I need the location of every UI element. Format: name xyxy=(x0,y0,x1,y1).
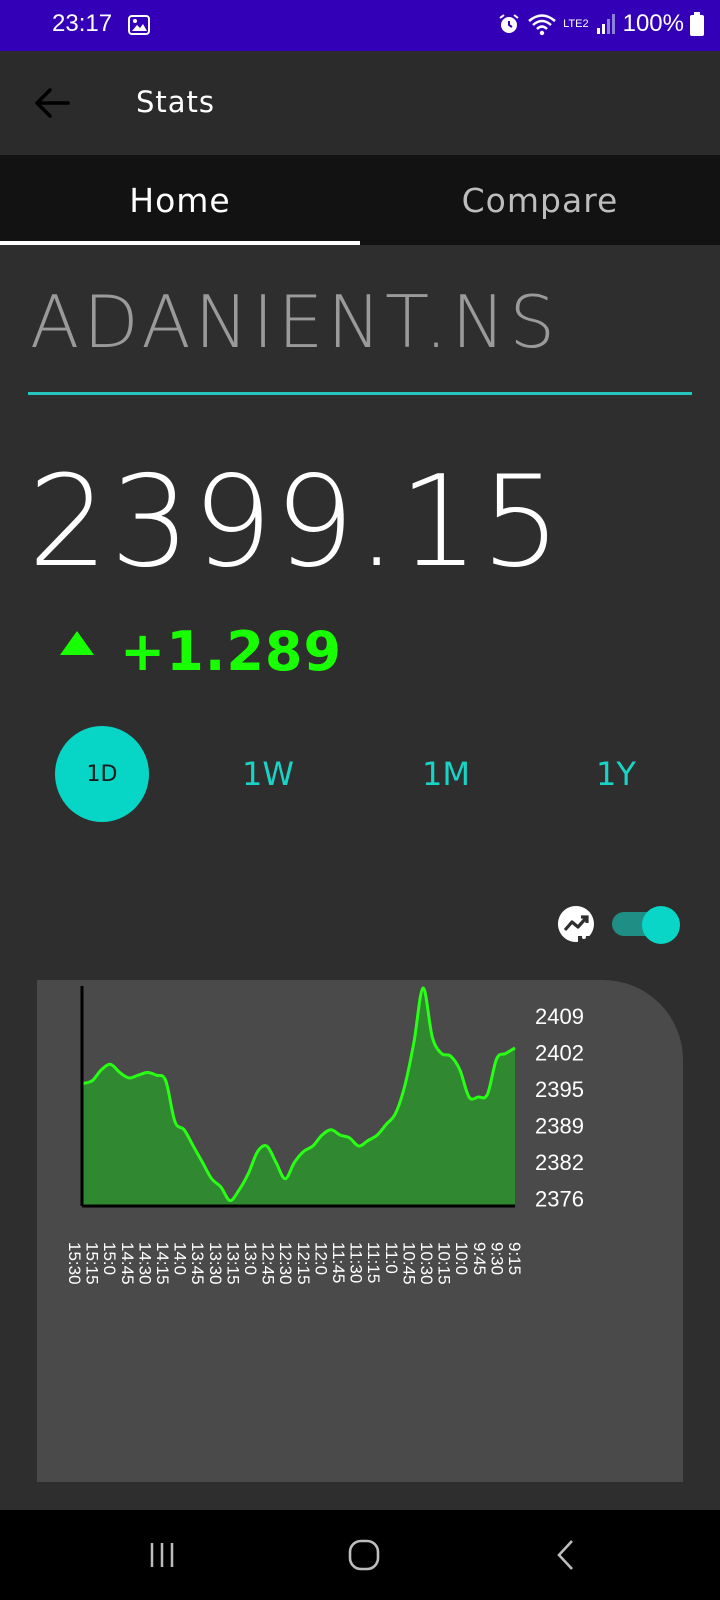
tab-compare[interactable]: Compare xyxy=(461,180,619,220)
triangle-up-icon xyxy=(60,630,94,655)
chart-mode-toggle[interactable] xyxy=(612,906,682,944)
y-tick-label: 2382 xyxy=(535,1150,584,1175)
range-1m-button[interactable]: 1M xyxy=(422,755,470,793)
status-icons: LTE2 100% xyxy=(497,10,704,38)
price-area-fill xyxy=(83,987,515,1206)
tab-bar: Home Compare xyxy=(0,155,720,245)
x-tick-label: 14:45 xyxy=(118,1242,137,1285)
status-bar: 23:17 LTE2 100% xyxy=(0,0,720,51)
toggle-knob xyxy=(642,906,680,944)
range-1y-button[interactable]: 1Y xyxy=(596,755,636,793)
y-tick-label: 2402 xyxy=(535,1041,584,1066)
wifi-icon xyxy=(528,14,556,36)
y-tick-label: 2376 xyxy=(535,1187,584,1212)
x-tick-label: 11:15 xyxy=(364,1242,383,1283)
back-arrow-icon[interactable] xyxy=(34,87,70,119)
app-bar: Stats xyxy=(0,51,720,155)
x-tick-label: 9:45 xyxy=(470,1242,489,1275)
price-series-line xyxy=(82,986,516,1203)
status-time: 23:17 xyxy=(52,10,113,37)
back-nav-button[interactable] xyxy=(506,1510,626,1600)
price-change: +1.289 xyxy=(58,620,342,683)
recent-apps-button[interactable] xyxy=(102,1510,222,1600)
y-tick-label: 2409 xyxy=(535,1004,584,1029)
range-1d-button[interactable]: 1D xyxy=(55,726,149,822)
system-nav-bar xyxy=(0,1510,720,1600)
x-tick-label: 9:15 xyxy=(505,1242,524,1275)
x-tick-label: 13:45 xyxy=(188,1242,207,1285)
x-tick-label: 10:30 xyxy=(417,1242,436,1285)
network-type: LTE2 xyxy=(563,17,589,30)
x-tick-label: 11:30 xyxy=(347,1242,366,1283)
tab-home[interactable]: Home xyxy=(0,155,360,245)
range-1w-button[interactable]: 1W xyxy=(242,755,294,793)
x-tick-label: 9:30 xyxy=(487,1242,506,1275)
x-tick-label: 12:45 xyxy=(259,1242,278,1285)
x-tick-label: 14:15 xyxy=(153,1242,172,1285)
home-button[interactable] xyxy=(304,1510,424,1600)
x-tick-label: 11:0 xyxy=(382,1242,401,1274)
y-tick-label: 2395 xyxy=(535,1077,584,1102)
x-tick-label: 10:45 xyxy=(399,1242,418,1285)
x-tick-label: 10:0 xyxy=(452,1242,471,1275)
x-tick-label: 15:0 xyxy=(100,1242,119,1275)
range-selector: 1D 1W 1M 1Y xyxy=(0,726,720,822)
price-change-value: +1.289 xyxy=(120,620,343,683)
alarm-icon xyxy=(499,14,519,33)
x-tick-label: 12:15 xyxy=(294,1242,313,1285)
x-tick-label: 12:0 xyxy=(311,1242,330,1275)
stock-ticker: ADANIENT.NS xyxy=(30,280,560,364)
price-chart-svg: 24092402239523892382237615:3015:1515:014… xyxy=(65,986,584,1285)
x-tick-label: 14:30 xyxy=(135,1242,154,1285)
x-tick-label: 15:30 xyxy=(65,1242,84,1285)
trending-up-icon xyxy=(557,906,596,944)
stock-price: 2399.15 xyxy=(28,448,564,595)
x-tick-label: 14:0 xyxy=(171,1242,190,1275)
home-circle-icon xyxy=(348,1539,380,1571)
x-tick-label: 13:30 xyxy=(206,1242,225,1285)
recent-apps-icon xyxy=(150,1543,174,1567)
gallery-notification-icon xyxy=(128,15,150,35)
price-chart: 2409 2402 2395 2389 2382 2376 15:30 15:15 15:0 14… xyxy=(37,980,683,1482)
page-title: Stats xyxy=(136,85,216,119)
y-tick-label: 2389 xyxy=(535,1114,584,1139)
x-tick-label: 13:15 xyxy=(223,1242,242,1285)
signal-icon xyxy=(596,14,615,34)
x-tick-label: 12:30 xyxy=(276,1242,295,1285)
ticker-underline xyxy=(28,392,692,395)
x-tick-label: 13:0 xyxy=(241,1242,260,1275)
x-tick-label: 10:15 xyxy=(435,1242,454,1285)
chevron-left-icon xyxy=(557,1540,573,1570)
battery-percent: 100% xyxy=(622,10,684,37)
x-tick-label: 11:45 xyxy=(329,1242,348,1283)
battery-icon xyxy=(690,12,704,36)
x-tick-label: 15:15 xyxy=(83,1242,102,1285)
